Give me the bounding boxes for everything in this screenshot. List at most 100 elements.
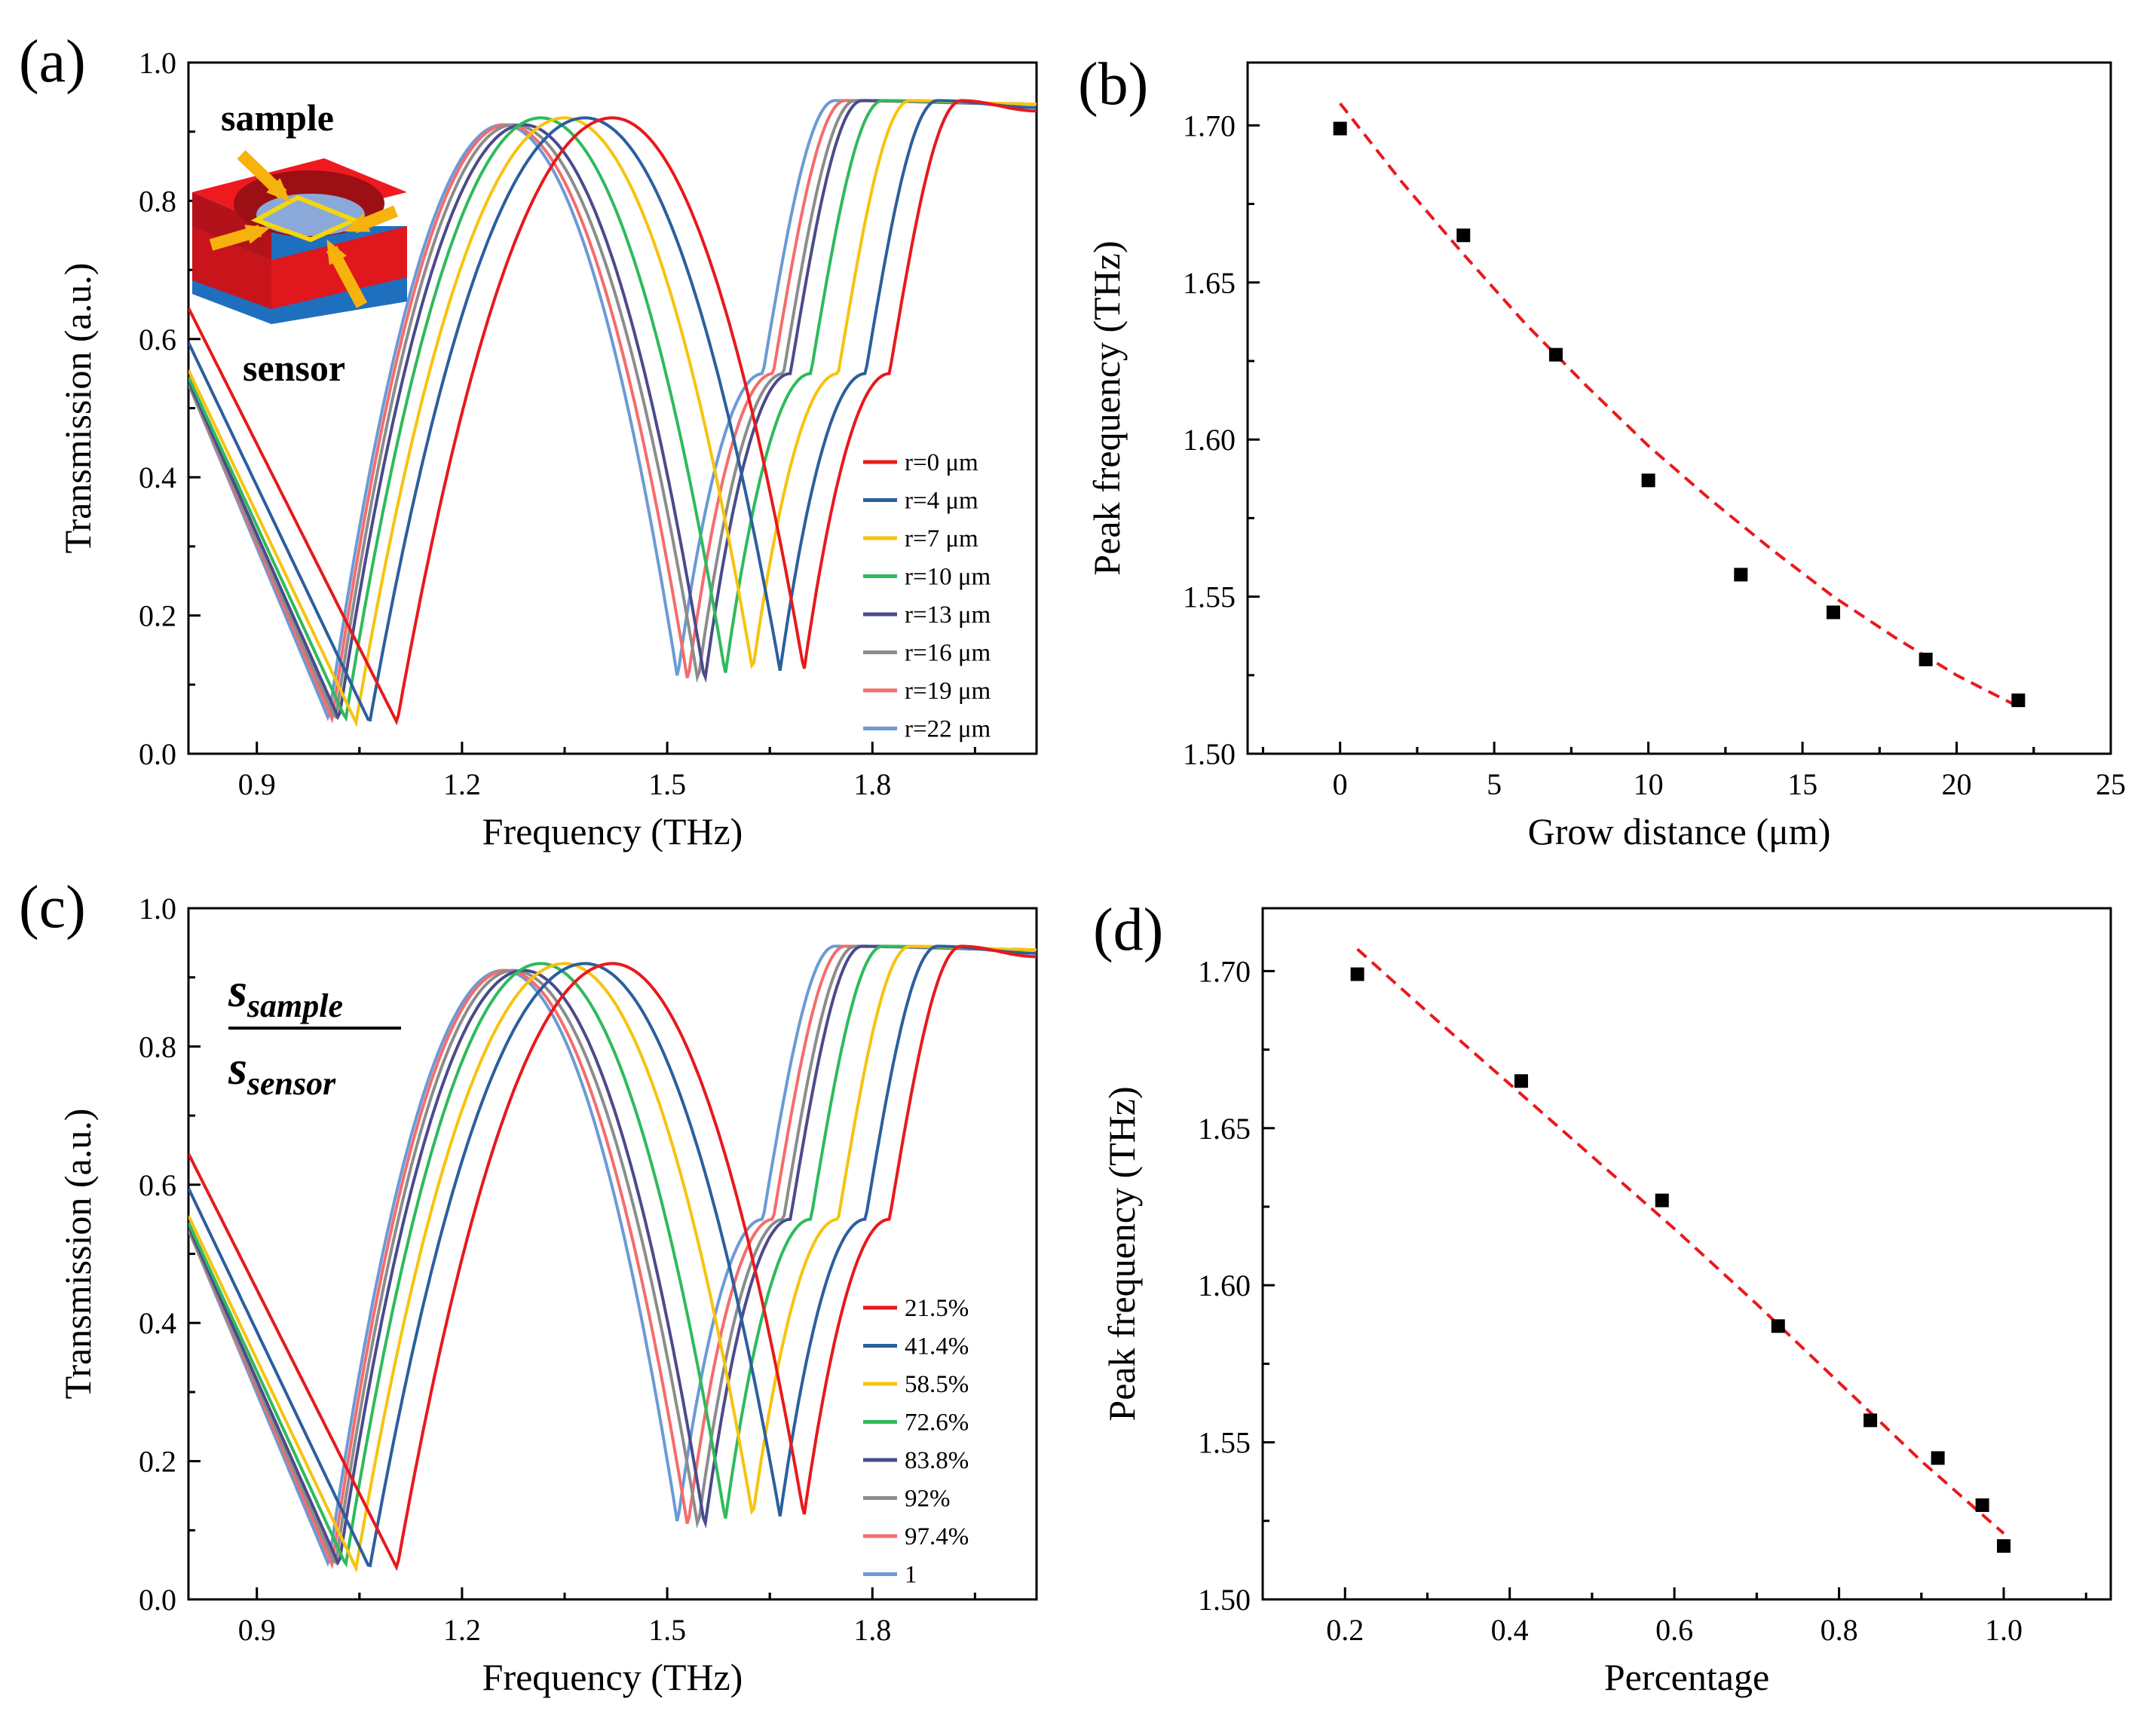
data-point: [1514, 1074, 1528, 1088]
data-point: [1919, 652, 1933, 666]
y-tick-label: 1.65: [1198, 1112, 1251, 1146]
x-tick-label: 5: [1487, 767, 1502, 801]
arrow-head: [244, 225, 271, 244]
legend-label: 41.4%: [905, 1333, 969, 1360]
x-tick-label: 0.4: [1491, 1613, 1529, 1647]
x-tick-label: 20: [1942, 767, 1972, 801]
data-point: [1826, 605, 1840, 620]
data-point: [1734, 568, 1748, 582]
fraction-denominator: ssensor: [228, 1041, 336, 1102]
data-point: [1931, 1451, 1945, 1465]
y-tick-label: 1.50: [1183, 737, 1236, 771]
x-tick-label: 0.9: [238, 767, 276, 801]
x-tick-label: 0.9: [238, 1613, 276, 1647]
x-tick-label: 1.8: [853, 1613, 891, 1647]
panel-b: 0 5 10 15 20 25 1.50 1.55 1.60 1.65 1.70 Grow dista…: [1078, 51, 2126, 852]
x-tick-label: 1.0: [1985, 1613, 2023, 1647]
x-axis-label: Frequency (THz): [482, 810, 743, 852]
arrow-head: [266, 178, 291, 202]
y-tick-label: 1.55: [1198, 1426, 1251, 1460]
x-axis-label: Percentage: [1604, 1656, 1769, 1698]
x-tick-label: 0.2: [1326, 1613, 1364, 1647]
legend-label: 83.8%: [905, 1447, 969, 1474]
fit-line: [1356, 947, 2005, 1535]
arrow-head: [326, 239, 347, 265]
y-tick-label: 1.65: [1183, 266, 1236, 300]
arrow-head: [345, 213, 371, 232]
data-point: [1456, 228, 1471, 243]
x-tick-label: 1.8: [853, 767, 891, 801]
y-tick-label: 0.4: [139, 1306, 176, 1340]
legend-label: r=19 μm: [905, 678, 991, 705]
curves: [188, 99, 1037, 727]
series-line: [188, 944, 1037, 1572]
y-tick-label: 0.6: [139, 323, 176, 357]
y-tick-label: 1.55: [1183, 580, 1236, 614]
y-tick-label: 1.50: [1198, 1583, 1251, 1617]
data-point: [1333, 121, 1347, 136]
data-point: [1864, 1413, 1878, 1428]
panel-c: 0.9 1.2 1.5 1.8 0.0 0.2 0.4 0.6 0.8 1.0 Frequency …: [19, 874, 1038, 1698]
metal-edge: [192, 192, 271, 260]
legend-label: 58.5%: [905, 1371, 969, 1398]
x-tick-label: 1.2: [443, 767, 481, 801]
y-tick-label: 1.0: [139, 46, 176, 80]
y-axis-label: Peak frequency (THz): [1101, 1086, 1143, 1421]
y-tick-label: 0.2: [139, 599, 176, 633]
series-line: [188, 99, 1037, 726]
x-axis-label: Grow distance (μm): [1528, 810, 1831, 852]
x-tick-label: 1.5: [648, 767, 686, 801]
series-line: [188, 944, 1037, 1568]
legend-label: r=4 μm: [905, 488, 978, 515]
panel-label: (a): [19, 29, 86, 95]
y-axis-label: Transmission (a.u.): [57, 263, 99, 554]
data-point: [1997, 1539, 2011, 1553]
area-ratio-fraction: ssample ssensor: [228, 963, 401, 1102]
legend-label: 92%: [905, 1486, 951, 1513]
legend-label: 21.5%: [905, 1295, 969, 1322]
x-tick-label: 25: [2096, 767, 2126, 801]
legend-label: 72.6%: [905, 1409, 969, 1437]
legend-label: r=7 μm: [905, 525, 978, 552]
data-point: [2011, 693, 2026, 708]
fraction-numerator: ssample: [228, 963, 343, 1024]
series-line: [188, 944, 1037, 1573]
y-axis-label: Peak frequency (THz): [1086, 240, 1128, 575]
plot-frame: [1261, 907, 2112, 1601]
data-point: [1771, 1319, 1785, 1333]
inset-label-sensor: sensor: [243, 347, 345, 389]
data-point: [1548, 347, 1563, 362]
series-line: [188, 99, 1037, 722]
series-line: [188, 99, 1037, 722]
legend-label: r=10 μm: [905, 564, 991, 591]
y-tick-label: 0.4: [139, 461, 176, 494]
x-axis-label: Frequency (THz): [482, 1656, 743, 1698]
x-tick-label: 0.8: [1821, 1613, 1858, 1647]
inset-label-sample: sample: [221, 96, 334, 139]
legend-label: 1: [905, 1562, 917, 1589]
series-line: [188, 944, 1037, 1568]
x-tick-label: 10: [1634, 767, 1664, 801]
legend-label: r=16 μm: [905, 640, 991, 667]
y-tick-label: 0.6: [139, 1168, 176, 1202]
panel-label: (d): [1093, 897, 1163, 963]
x-tick-label: 1.2: [443, 1613, 481, 1647]
sample-outline: [250, 194, 360, 243]
panel-label: (c): [19, 874, 86, 941]
y-axis-label: Transmission (a.u.): [57, 1109, 99, 1400]
panel-label: (b): [1078, 51, 1148, 118]
series-line: [188, 99, 1037, 727]
sensor-inset: sample sensor: [192, 96, 407, 389]
data-point: [1641, 473, 1655, 488]
y-tick-label: 1.70: [1198, 954, 1251, 988]
y-tick-label: 0.0: [139, 737, 176, 771]
x-tick-label: 0.6: [1655, 1613, 1693, 1647]
y-tick-label: 0.2: [139, 1445, 176, 1479]
legend-label: r=13 μm: [905, 601, 991, 629]
legend-label: 97.4%: [905, 1523, 969, 1550]
y-tick-label: 1.70: [1183, 109, 1236, 142]
y-tick-label: 0.8: [139, 184, 176, 218]
data-point: [1975, 1498, 1989, 1512]
y-tick-label: 0.8: [139, 1030, 176, 1064]
x-tick-label: 0: [1333, 767, 1348, 801]
